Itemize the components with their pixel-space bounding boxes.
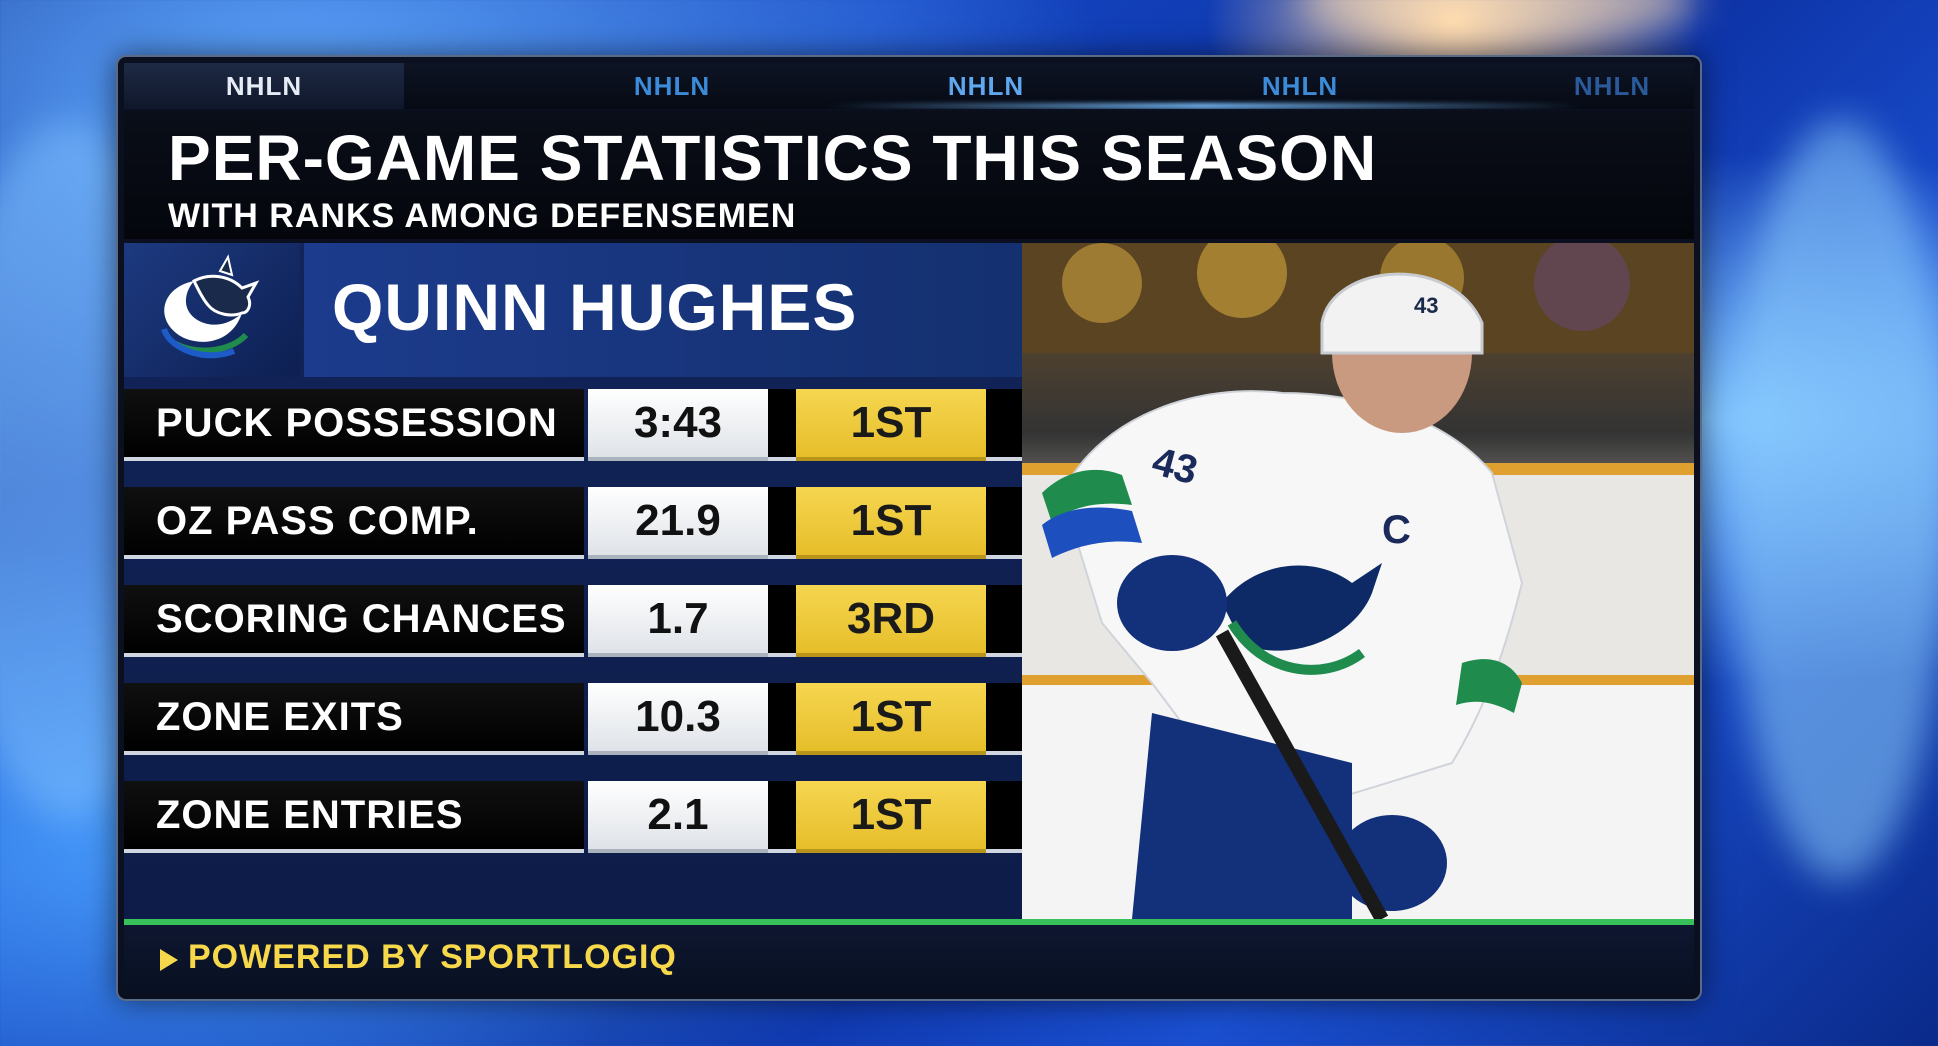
stats-graphic-panel: NHLN NHLN NHLN NHLN NHLN PER-GAME STATIS…	[116, 55, 1702, 1001]
stat-end-cap	[986, 487, 1022, 559]
stat-value-cell: 21.9	[588, 487, 768, 559]
stat-label-cell: OZ PASS COMP.	[124, 487, 584, 559]
stat-rank-cell: 1ST	[796, 389, 986, 461]
stat-row-zone-entries: ZONE ENTRIES 2.1 1ST	[124, 781, 1022, 853]
stat-label: ZONE EXITS	[156, 695, 404, 739]
stat-value: 10.3	[635, 692, 721, 741]
stat-rank: 1ST	[850, 692, 932, 741]
stat-label: OZ PASS COMP.	[156, 499, 479, 543]
stat-row-zone-exits: ZONE EXITS 10.3 1ST	[124, 683, 1022, 755]
canucks-orca-logo-icon	[161, 254, 260, 359]
stat-label-cell: PUCK POSSESSION	[124, 389, 584, 461]
player-stats-section: QUINN HUGHES PUCK POSSESSION 3:43 1ST OZ…	[124, 243, 1694, 919]
stat-rank: 1ST	[850, 496, 932, 545]
background-glow	[1730, 120, 1938, 880]
footer-divider-line	[124, 919, 1694, 925]
stat-rank-cell: 1ST	[796, 487, 986, 559]
graphic-footer: POWERED BY SPORTLOGIQ	[124, 925, 1694, 993]
tab-glow-line	[824, 103, 1584, 109]
stat-value: 2.1	[647, 790, 709, 839]
tab-nhln-1: NHLN	[124, 63, 404, 109]
player-photo: 43 43 C	[1022, 243, 1694, 919]
tab-nhln-3: NHLN	[947, 71, 1025, 101]
stat-value-cell: 1.7	[588, 585, 768, 657]
stat-value: 21.9	[635, 496, 721, 545]
sponsor-credit: POWERED BY SPORTLOGIQ	[188, 938, 677, 976]
stat-value: 3:43	[633, 398, 723, 447]
stat-value: 1.7	[647, 594, 709, 643]
stat-end-cap	[986, 683, 1022, 755]
stat-label: PUCK POSSESSION	[156, 401, 558, 445]
stat-row-oz-pass-comp: OZ PASS COMP. 21.9 1ST	[124, 487, 1022, 559]
stat-end-cap	[986, 389, 1022, 461]
graphic-header: PER-GAME STATISTICS THIS SEASON WITH RAN…	[124, 111, 1694, 239]
stat-divider	[768, 389, 796, 461]
team-logo-box	[124, 243, 300, 377]
tab-nhln-5: NHLN	[1573, 71, 1651, 101]
tab-nhln-2: NHLN	[633, 71, 711, 101]
stat-label: SCORING CHANCES	[156, 597, 567, 641]
stat-value-cell: 10.3	[588, 683, 768, 755]
stat-end-cap	[986, 585, 1022, 657]
stat-end-cap	[986, 781, 1022, 853]
stat-value-cell: 2.1	[588, 781, 768, 853]
page-subtitle: WITH RANKS AMONG DEFENSEMEN	[168, 197, 797, 235]
stat-divider	[768, 683, 796, 755]
stat-rank: 1ST	[850, 398, 932, 447]
player-name: QUINN HUGHES	[332, 270, 858, 344]
background-glow	[1300, 0, 1700, 40]
stat-value-cell: 3:43	[588, 389, 768, 461]
stat-rank-cell: 1ST	[796, 781, 986, 853]
tab-nhln-4: NHLN	[1261, 71, 1339, 101]
stat-label-cell: ZONE EXITS	[124, 683, 584, 755]
stat-divider	[768, 585, 796, 657]
player-photo-illustration: 43 43 C	[1022, 243, 1694, 919]
stat-row-scoring-chances: SCORING CHANCES 1.7 3RD	[124, 585, 1022, 657]
stat-divider	[768, 781, 796, 853]
play-triangle-icon	[160, 949, 178, 971]
stat-rank-cell: 1ST	[796, 683, 986, 755]
page-title: PER-GAME STATISTICS THIS SEASON	[168, 122, 1378, 194]
stat-rank: 3RD	[846, 594, 936, 643]
player-name-box: QUINN HUGHES	[304, 243, 1022, 377]
captain-letter: C	[1382, 508, 1411, 552]
stat-rank-cell: 3RD	[796, 585, 986, 657]
stat-row-puck-possession: PUCK POSSESSION 3:43 1ST	[124, 389, 1022, 461]
network-tab-bar: NHLN NHLN NHLN NHLN NHLN	[124, 63, 1694, 109]
stat-label-cell: SCORING CHANCES	[124, 585, 584, 657]
stat-rank: 1ST	[850, 790, 932, 839]
stat-divider	[768, 487, 796, 559]
stat-label-cell: ZONE ENTRIES	[124, 781, 584, 853]
helmet-number: 43	[1414, 293, 1438, 318]
stat-label: ZONE ENTRIES	[156, 793, 464, 837]
